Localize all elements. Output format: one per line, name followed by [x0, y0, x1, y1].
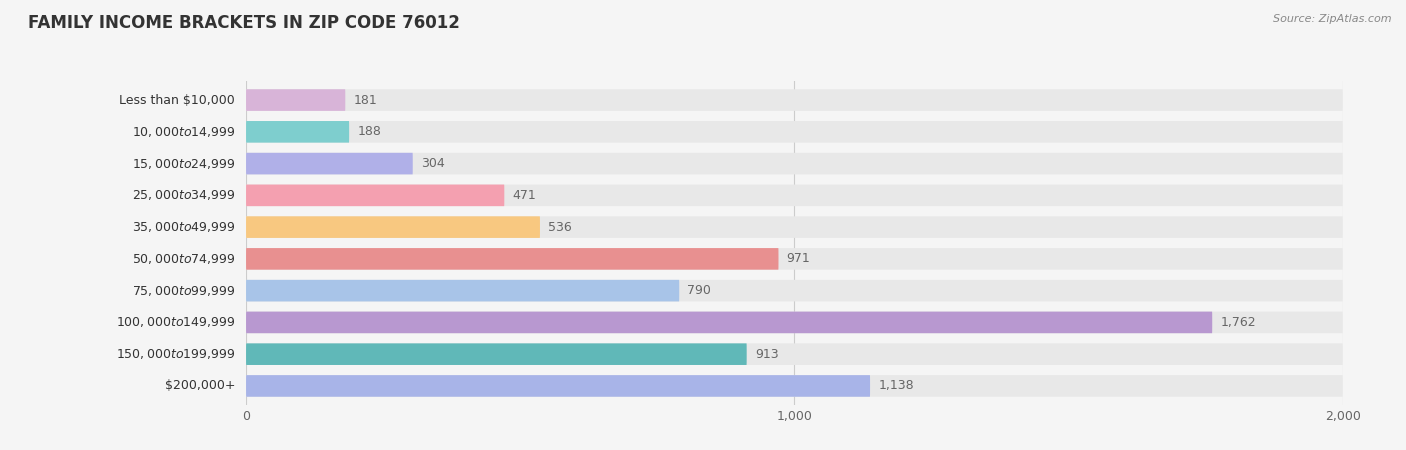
Text: Source: ZipAtlas.com: Source: ZipAtlas.com — [1274, 14, 1392, 23]
Text: $25,000 to $34,999: $25,000 to $34,999 — [132, 189, 235, 202]
FancyBboxPatch shape — [246, 248, 1343, 270]
FancyBboxPatch shape — [246, 280, 1343, 302]
Text: FAMILY INCOME BRACKETS IN ZIP CODE 76012: FAMILY INCOME BRACKETS IN ZIP CODE 76012 — [28, 14, 460, 32]
Text: 181: 181 — [353, 94, 377, 107]
Text: 304: 304 — [420, 157, 444, 170]
FancyBboxPatch shape — [246, 121, 1343, 143]
Text: 536: 536 — [548, 220, 572, 234]
Text: 1,138: 1,138 — [879, 379, 914, 392]
FancyBboxPatch shape — [246, 216, 540, 238]
FancyBboxPatch shape — [246, 121, 349, 143]
Text: $100,000 to $149,999: $100,000 to $149,999 — [115, 315, 235, 329]
FancyBboxPatch shape — [246, 343, 747, 365]
Text: $15,000 to $24,999: $15,000 to $24,999 — [132, 157, 235, 171]
FancyBboxPatch shape — [246, 216, 1343, 238]
FancyBboxPatch shape — [246, 89, 1343, 111]
FancyBboxPatch shape — [246, 375, 870, 397]
FancyBboxPatch shape — [246, 343, 1343, 365]
FancyBboxPatch shape — [246, 184, 505, 206]
Text: 971: 971 — [787, 252, 810, 266]
FancyBboxPatch shape — [246, 153, 413, 175]
Text: 188: 188 — [357, 125, 381, 138]
FancyBboxPatch shape — [246, 280, 679, 302]
Text: 913: 913 — [755, 348, 779, 361]
Text: $10,000 to $14,999: $10,000 to $14,999 — [132, 125, 235, 139]
Text: $200,000+: $200,000+ — [165, 379, 235, 392]
Text: 790: 790 — [688, 284, 711, 297]
FancyBboxPatch shape — [246, 311, 1212, 333]
Text: 471: 471 — [513, 189, 536, 202]
Text: $35,000 to $49,999: $35,000 to $49,999 — [132, 220, 235, 234]
FancyBboxPatch shape — [246, 184, 1343, 206]
Text: 1,762: 1,762 — [1220, 316, 1256, 329]
Text: Less than $10,000: Less than $10,000 — [120, 94, 235, 107]
Text: $50,000 to $74,999: $50,000 to $74,999 — [132, 252, 235, 266]
Text: $75,000 to $99,999: $75,000 to $99,999 — [132, 284, 235, 297]
Text: $150,000 to $199,999: $150,000 to $199,999 — [115, 347, 235, 361]
FancyBboxPatch shape — [246, 311, 1343, 333]
FancyBboxPatch shape — [246, 375, 1343, 397]
FancyBboxPatch shape — [246, 89, 346, 111]
FancyBboxPatch shape — [246, 153, 1343, 175]
FancyBboxPatch shape — [246, 248, 779, 270]
